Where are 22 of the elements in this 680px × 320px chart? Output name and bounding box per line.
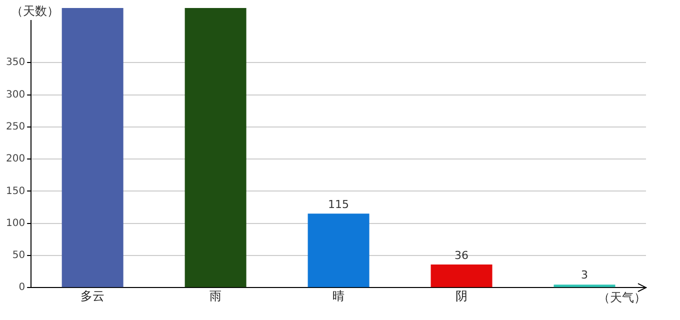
bar xyxy=(184,8,246,288)
x-axis-title: （天气） xyxy=(598,290,646,305)
bar xyxy=(554,284,616,288)
x-tick-label: 雨 xyxy=(210,288,222,303)
y-tick-label: 150 xyxy=(6,186,26,197)
y-tick-label: 50 xyxy=(12,250,26,262)
y-tick-label: 350 xyxy=(6,57,26,68)
y-tick-label: 100 xyxy=(6,218,26,229)
bar xyxy=(62,8,124,288)
x-tick-label: 晴 xyxy=(332,288,345,303)
data-label: 115 xyxy=(328,198,350,212)
data-label: 3 xyxy=(581,268,588,282)
y-tick-label: 0 xyxy=(18,282,26,294)
x-tick-label: 阴 xyxy=(456,288,468,303)
y-tick-label: 300 xyxy=(6,89,26,100)
y-tick-label: 200 xyxy=(6,154,26,165)
y-axis-title: （天数） xyxy=(11,4,60,18)
bar xyxy=(308,214,370,288)
bar xyxy=(430,264,492,288)
data-label: 36 xyxy=(454,248,469,262)
x-tick-label: 多云 xyxy=(80,288,105,303)
y-tick-label: 250 xyxy=(6,122,26,133)
